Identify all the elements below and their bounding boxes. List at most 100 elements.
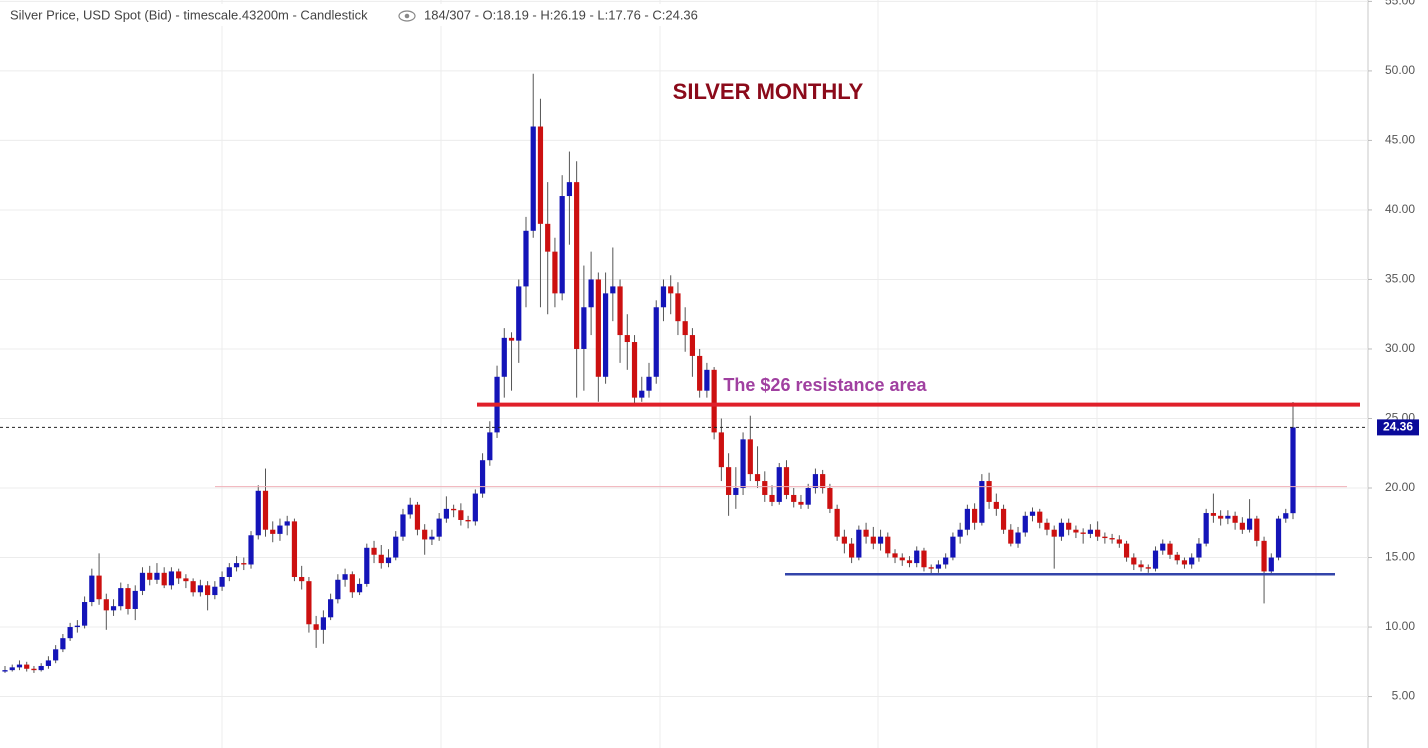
candle-body: [277, 525, 283, 534]
candle-body: [1225, 515, 1231, 519]
candle-body: [914, 550, 920, 564]
candle-body: [957, 529, 963, 537]
y-tick-label: 55.00: [1385, 0, 1415, 8]
candle-body: [335, 579, 341, 600]
candle-body: [928, 567, 934, 569]
candle-body: [537, 126, 544, 224]
candle-body: [653, 307, 659, 377]
candle-body: [125, 588, 131, 609]
candle-body: [1283, 513, 1289, 519]
candle-body: [921, 550, 927, 568]
y-tick-label: 15.00: [1385, 550, 1415, 564]
candle-body: [834, 508, 840, 537]
candle-body: [1095, 529, 1101, 537]
candle-body: [877, 536, 884, 544]
candle-body: [791, 494, 797, 502]
candle-body: [993, 501, 999, 509]
candle-body: [935, 564, 942, 569]
candle-body: [1152, 550, 1159, 569]
candle-body: [943, 557, 949, 565]
candle-body: [81, 602, 88, 626]
candle-body: [356, 583, 363, 593]
candle-body: [1232, 515, 1238, 523]
candle-body: [1218, 515, 1224, 519]
candle-body: [733, 488, 739, 495]
candle-body: [205, 585, 211, 596]
candle-body: [378, 554, 384, 564]
candle-body: [67, 627, 73, 639]
candle-body: [422, 529, 428, 540]
candle-body: [559, 196, 565, 294]
candle-body: [1181, 560, 1188, 565]
candle-body: [776, 467, 782, 502]
candle-body: [675, 293, 681, 322]
candle-body: [183, 578, 189, 582]
candle-body: [1203, 513, 1209, 544]
candle-body: [60, 638, 66, 650]
candle-body: [610, 286, 616, 294]
candle-body: [270, 529, 276, 534]
candle-body: [2, 670, 8, 672]
candle-body: [530, 126, 536, 231]
candle-body: [892, 553, 898, 558]
candle-body: [342, 574, 348, 580]
candle-body: [1268, 557, 1274, 572]
candle-body: [320, 617, 326, 630]
candle-body: [284, 521, 290, 526]
candle-body: [1261, 540, 1267, 572]
candle-body: [1174, 554, 1180, 561]
candle-body: [451, 508, 457, 511]
candle-body: [89, 575, 95, 603]
vertical-grid: [221, 0, 1317, 748]
candle-body: [1254, 518, 1260, 541]
candle-body: [1000, 508, 1007, 530]
overlay: 24.36: [0, 402, 1419, 576]
candle-body: [624, 335, 630, 343]
candle-body: [103, 599, 109, 611]
candle-body: [574, 182, 580, 349]
candle-body: [147, 572, 153, 580]
candle-body: [414, 504, 421, 530]
candle-body: [168, 571, 175, 586]
candle-body: [668, 286, 674, 294]
candle-body: [602, 293, 609, 377]
candle-body: [1210, 513, 1217, 516]
candle-body: [581, 307, 587, 349]
candle-body: [219, 576, 225, 587]
candle-body: [1189, 557, 1195, 565]
ohlc-info: 184/307 - O:18.19 - H:26.19 - L:17.76 - …: [424, 7, 698, 22]
eye-icon: [398, 10, 416, 22]
candle-body: [747, 439, 753, 475]
candle-body: [899, 557, 905, 561]
candle-body: [950, 536, 956, 558]
candle-body: [458, 510, 464, 520]
candle-body: [1058, 522, 1065, 537]
candle-body: [1073, 529, 1079, 533]
candle-body: [762, 481, 768, 495]
candle-body: [443, 508, 449, 519]
candle-body: [1109, 538, 1115, 540]
grid: 5.0010.0015.0020.0025.0030.0035.0040.004…: [0, 0, 1415, 703]
candle-body: [16, 664, 23, 668]
candle-body: [617, 286, 623, 336]
candle-body: [118, 588, 124, 607]
candle-body: [820, 474, 826, 489]
candle-body: [45, 660, 52, 666]
candle-body: [429, 536, 435, 540]
candle-body: [595, 279, 601, 377]
candle-body: [241, 563, 247, 565]
candle-body: [291, 521, 298, 577]
candle-body: [38, 665, 44, 671]
candle-body: [697, 355, 703, 391]
candle-body: [566, 182, 573, 197]
candle-body: [212, 586, 218, 596]
candle-body: [1044, 522, 1050, 530]
candle-body: [472, 493, 478, 522]
candle-body: [1037, 511, 1043, 523]
candle-body: [711, 369, 717, 433]
candle-body: [972, 508, 978, 523]
candle-body: [24, 664, 30, 669]
candle-body: [769, 494, 775, 502]
candle-body: [754, 474, 761, 482]
